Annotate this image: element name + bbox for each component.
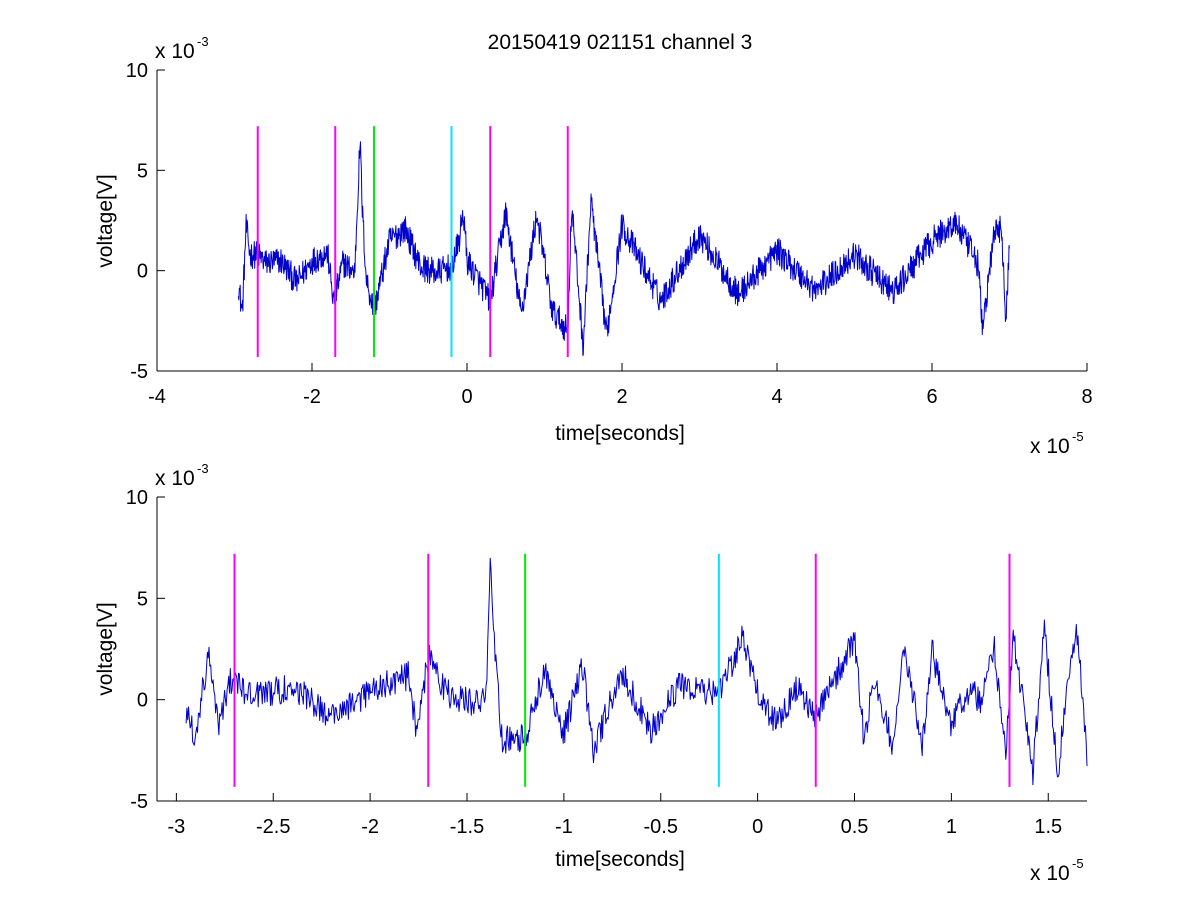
x-exponent-base: x 10 xyxy=(1030,862,1070,885)
x-exponent-power: -5 xyxy=(1072,429,1084,444)
x-exponent-label: x 10 -5 xyxy=(1030,856,1084,885)
x-tick-label: 1 xyxy=(946,816,957,838)
x-tick-label: 2 xyxy=(616,386,627,408)
x-tick-label: 6 xyxy=(926,386,937,408)
voltage-trace xyxy=(237,141,1010,357)
y-exponent-base: x 10 xyxy=(155,467,195,490)
y-tick-label: 10 xyxy=(126,487,148,509)
y-tick-label: 0 xyxy=(137,261,148,283)
x-exponent-label: x 10 -5 xyxy=(1030,429,1084,458)
y-axis-label: voltage[V] xyxy=(94,174,117,267)
y-exponent-label: x 10 -3 xyxy=(155,461,209,490)
y-exponent-label: x 10 -3 xyxy=(155,34,209,63)
x-tick-label: -2.5 xyxy=(256,816,290,838)
x-tick-label: 8 xyxy=(1081,386,1092,408)
y-exponent-power: -3 xyxy=(197,34,209,49)
y-tick-label: 0 xyxy=(137,690,148,712)
x-tick-label: -2 xyxy=(303,386,321,408)
x-tick-label: 1.5 xyxy=(1034,816,1062,838)
figure-title: 20150419 021151 channel 3 xyxy=(488,31,753,54)
x-tick-label: -4 xyxy=(148,386,166,408)
x-axis-label: time[seconds] xyxy=(555,848,685,871)
x-exponent-base: x 10 xyxy=(1030,435,1070,458)
subplot-zoom: x 10 -3 x 10 -5 time[seconds] voltage[V]… xyxy=(94,461,1088,885)
y-tick-label: 5 xyxy=(137,588,148,610)
plot-area: -4 -2 0 2 4 6 8 -5 0 5 10 xyxy=(126,60,1093,408)
x-tick-label: 0 xyxy=(752,816,763,838)
x-tick-label: 0 xyxy=(461,386,472,408)
x-exponent-power: -5 xyxy=(1072,856,1084,871)
x-tick-label: -1.5 xyxy=(450,816,484,838)
x-tick-label: -0.5 xyxy=(644,816,678,838)
x-tick-label: -1 xyxy=(555,816,573,838)
y-tick-label: -5 xyxy=(130,791,148,813)
x-tick-label: 0.5 xyxy=(841,816,869,838)
y-exponent-power: -3 xyxy=(197,461,209,476)
x-tick-label: -2 xyxy=(361,816,379,838)
y-tick-label: 5 xyxy=(137,160,148,182)
x-axis-label: time[seconds] xyxy=(555,422,685,445)
y-tick-label: -5 xyxy=(130,361,148,383)
plot-area: -3 -2.5 -2 -1.5 -1 -0.5 0 0.5 1 1.5 -5 0 5 10 xyxy=(126,487,1088,838)
y-exponent-base: x 10 xyxy=(155,40,195,63)
y-tick-label: 10 xyxy=(126,60,148,82)
subplot-overview: x 10 -3 x 10 -5 time[seconds] voltage[V]… xyxy=(94,34,1093,458)
voltage-trace xyxy=(185,557,1088,786)
x-tick-label: 4 xyxy=(771,386,782,408)
x-tick-label: -3 xyxy=(167,816,185,838)
y-axis-label: voltage[V] xyxy=(94,602,117,695)
